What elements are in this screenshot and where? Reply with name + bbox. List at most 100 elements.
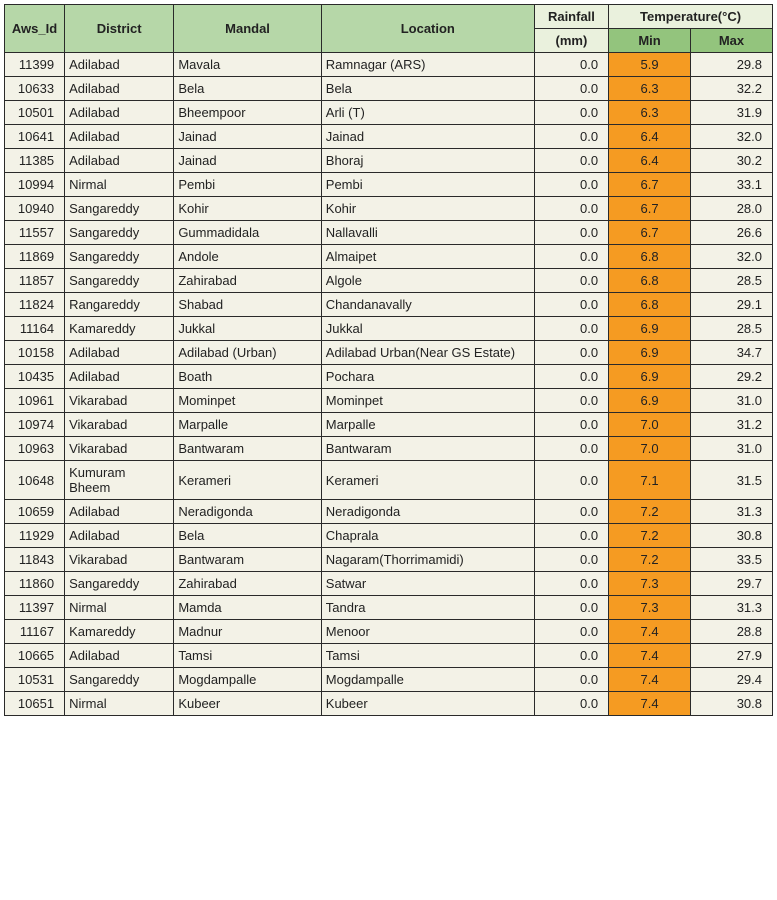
header-location: Location	[321, 5, 534, 53]
cell-aws-id: 10633	[5, 77, 65, 101]
cell-min: 7.1	[609, 461, 691, 500]
cell-location: Satwar	[321, 572, 534, 596]
cell-rainfall: 0.0	[534, 125, 608, 149]
cell-district: Adilabad	[65, 149, 174, 173]
header-district: District	[65, 5, 174, 53]
cell-rainfall: 0.0	[534, 437, 608, 461]
cell-max: 31.0	[691, 437, 773, 461]
cell-district: Sangareddy	[65, 269, 174, 293]
table-row: 10531SangareddyMogdampalleMogdampalle0.0…	[5, 668, 773, 692]
cell-district: Adilabad	[65, 524, 174, 548]
cell-max: 30.2	[691, 149, 773, 173]
table-row: 11857SangareddyZahirabadAlgole0.06.828.5	[5, 269, 773, 293]
cell-location: Pembi	[321, 173, 534, 197]
cell-rainfall: 0.0	[534, 500, 608, 524]
cell-max: 29.1	[691, 293, 773, 317]
weather-data-table: Aws_Id District Mandal Location Rainfall…	[4, 4, 773, 716]
cell-district: Adilabad	[65, 644, 174, 668]
cell-min: 6.7	[609, 221, 691, 245]
cell-max: 31.5	[691, 461, 773, 500]
table-row: 10651NirmalKubeerKubeer0.07.430.8	[5, 692, 773, 716]
cell-rainfall: 0.0	[534, 173, 608, 197]
cell-rainfall: 0.0	[534, 668, 608, 692]
cell-min: 6.9	[609, 389, 691, 413]
cell-district: Kumuram Bheem	[65, 461, 174, 500]
cell-aws-id: 10648	[5, 461, 65, 500]
cell-aws-id: 10641	[5, 125, 65, 149]
cell-district: Sangareddy	[65, 668, 174, 692]
cell-max: 33.1	[691, 173, 773, 197]
table-row: 10659AdilabadNeradigondaNeradigonda0.07.…	[5, 500, 773, 524]
cell-aws-id: 11399	[5, 53, 65, 77]
cell-min: 7.3	[609, 596, 691, 620]
cell-max: 30.8	[691, 692, 773, 716]
header-rainfall: Rainfall	[534, 5, 608, 29]
cell-min: 6.3	[609, 77, 691, 101]
table-row: 11929AdilabadBelaChaprala0.07.230.8	[5, 524, 773, 548]
cell-rainfall: 0.0	[534, 149, 608, 173]
cell-mandal: Kerameri	[174, 461, 321, 500]
cell-district: Adilabad	[65, 341, 174, 365]
cell-aws-id: 10940	[5, 197, 65, 221]
cell-district: Vikarabad	[65, 548, 174, 572]
cell-location: Almaipet	[321, 245, 534, 269]
cell-district: Vikarabad	[65, 437, 174, 461]
cell-location: Menoor	[321, 620, 534, 644]
table-row: 11869SangareddyAndoleAlmaipet0.06.832.0	[5, 245, 773, 269]
table-row: 10974VikarabadMarpalleMarpalle0.07.031.2	[5, 413, 773, 437]
cell-max: 28.5	[691, 317, 773, 341]
cell-min: 6.9	[609, 317, 691, 341]
cell-rainfall: 0.0	[534, 620, 608, 644]
header-mandal: Mandal	[174, 5, 321, 53]
cell-location: Tandra	[321, 596, 534, 620]
cell-mandal: Zahirabad	[174, 269, 321, 293]
cell-mandal: Shabad	[174, 293, 321, 317]
cell-aws-id: 11869	[5, 245, 65, 269]
cell-district: Adilabad	[65, 101, 174, 125]
cell-rainfall: 0.0	[534, 413, 608, 437]
cell-rainfall: 0.0	[534, 221, 608, 245]
cell-mandal: Jukkal	[174, 317, 321, 341]
cell-aws-id: 10994	[5, 173, 65, 197]
table-header: Aws_Id District Mandal Location Rainfall…	[5, 5, 773, 53]
cell-min: 7.2	[609, 500, 691, 524]
cell-aws-id: 11857	[5, 269, 65, 293]
cell-district: Sangareddy	[65, 245, 174, 269]
cell-rainfall: 0.0	[534, 341, 608, 365]
cell-aws-id: 11164	[5, 317, 65, 341]
cell-location: Jukkal	[321, 317, 534, 341]
cell-mandal: Mogdampalle	[174, 668, 321, 692]
table-row: 10501AdilabadBheempoorArli (T)0.06.331.9	[5, 101, 773, 125]
cell-mandal: Andole	[174, 245, 321, 269]
cell-mandal: Mominpet	[174, 389, 321, 413]
table-row: 10641AdilabadJainadJainad0.06.432.0	[5, 125, 773, 149]
cell-location: Nagaram(Thorrimamidi)	[321, 548, 534, 572]
cell-district: Rangareddy	[65, 293, 174, 317]
cell-max: 31.3	[691, 596, 773, 620]
cell-location: Kerameri	[321, 461, 534, 500]
cell-district: Vikarabad	[65, 389, 174, 413]
table-row: 10961VikarabadMominpetMominpet0.06.931.0	[5, 389, 773, 413]
cell-district: Adilabad	[65, 365, 174, 389]
cell-mandal: Bela	[174, 524, 321, 548]
cell-min: 5.9	[609, 53, 691, 77]
cell-location: Kubeer	[321, 692, 534, 716]
cell-rainfall: 0.0	[534, 644, 608, 668]
cell-min: 7.0	[609, 437, 691, 461]
cell-aws-id: 10651	[5, 692, 65, 716]
table-row: 11824RangareddyShabadChandanavally0.06.8…	[5, 293, 773, 317]
cell-district: Sangareddy	[65, 221, 174, 245]
cell-mandal: Pembi	[174, 173, 321, 197]
table-row: 10994NirmalPembiPembi0.06.733.1	[5, 173, 773, 197]
cell-mandal: Gummadidala	[174, 221, 321, 245]
cell-location: Nallavalli	[321, 221, 534, 245]
cell-district: Vikarabad	[65, 413, 174, 437]
cell-min: 7.4	[609, 692, 691, 716]
cell-district: Adilabad	[65, 53, 174, 77]
table-body: 11399AdilabadMavalaRamnagar (ARS)0.05.92…	[5, 53, 773, 716]
cell-max: 34.7	[691, 341, 773, 365]
cell-rainfall: 0.0	[534, 692, 608, 716]
cell-min: 7.2	[609, 548, 691, 572]
cell-mandal: Jainad	[174, 149, 321, 173]
table-row: 10940SangareddyKohirKohir0.06.728.0	[5, 197, 773, 221]
